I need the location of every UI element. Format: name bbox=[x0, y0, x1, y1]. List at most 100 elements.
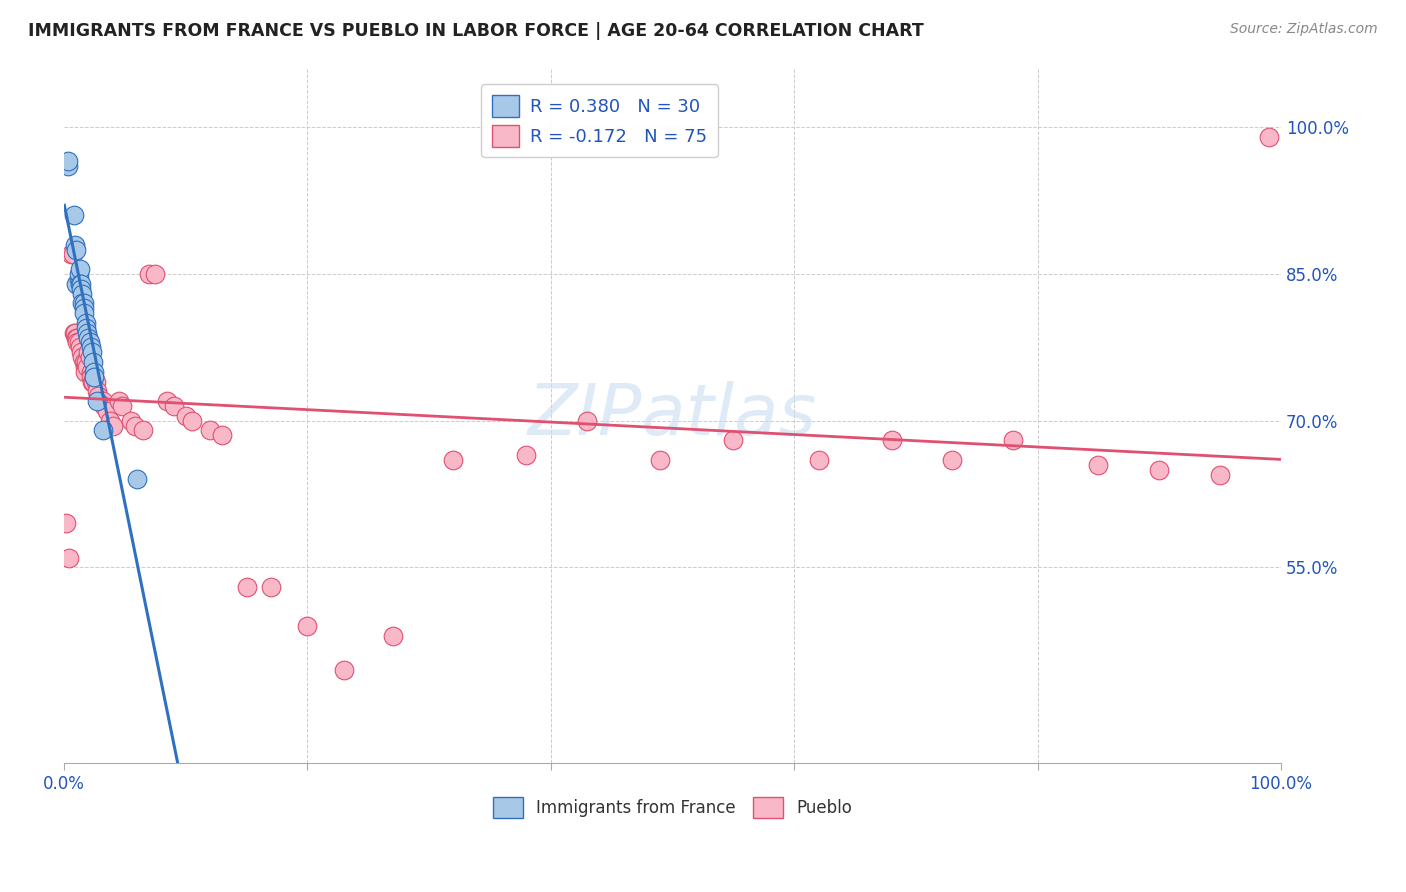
Point bbox=[66, 330, 89, 344]
Point bbox=[138, 267, 160, 281]
Point bbox=[63, 237, 86, 252]
Point bbox=[63, 326, 86, 340]
Point bbox=[58, 550, 80, 565]
Point bbox=[880, 434, 903, 448]
Point bbox=[91, 424, 114, 438]
Point bbox=[235, 580, 257, 594]
Point bbox=[56, 159, 79, 173]
Point bbox=[69, 262, 91, 277]
Point bbox=[90, 394, 112, 409]
Point bbox=[72, 306, 94, 320]
Point bbox=[65, 330, 87, 344]
Point bbox=[67, 267, 90, 281]
Point bbox=[143, 267, 166, 281]
Point bbox=[1257, 130, 1279, 145]
Point bbox=[72, 296, 94, 310]
Point bbox=[72, 350, 94, 364]
Text: ZIPatlas: ZIPatlas bbox=[529, 381, 817, 450]
Point bbox=[86, 384, 108, 399]
Point bbox=[162, 399, 184, 413]
Point bbox=[77, 330, 100, 344]
Point bbox=[443, 453, 465, 467]
Point bbox=[124, 418, 146, 433]
Point bbox=[66, 335, 89, 350]
Point bbox=[72, 296, 94, 310]
Point bbox=[75, 355, 97, 369]
Point bbox=[941, 453, 963, 467]
Point bbox=[80, 365, 103, 379]
Point bbox=[69, 277, 91, 291]
Point bbox=[1087, 458, 1109, 472]
Point bbox=[1209, 467, 1232, 482]
Point bbox=[381, 629, 404, 643]
Point bbox=[515, 448, 537, 462]
Point bbox=[174, 409, 197, 423]
Point bbox=[650, 453, 672, 467]
Point bbox=[80, 375, 103, 389]
Point bbox=[72, 286, 94, 301]
Point bbox=[180, 414, 202, 428]
Point bbox=[125, 472, 148, 486]
Point bbox=[73, 365, 96, 379]
Point bbox=[76, 326, 98, 340]
Point bbox=[111, 399, 134, 413]
Point bbox=[83, 365, 105, 379]
Point bbox=[75, 320, 97, 334]
Point bbox=[62, 326, 84, 340]
Point bbox=[69, 340, 91, 354]
Point bbox=[80, 340, 103, 354]
Point bbox=[60, 247, 83, 261]
Point bbox=[73, 359, 96, 374]
Point bbox=[70, 282, 93, 296]
Point bbox=[723, 434, 745, 448]
Point bbox=[77, 345, 100, 359]
Text: Source: ZipAtlas.com: Source: ZipAtlas.com bbox=[1230, 22, 1378, 37]
Point bbox=[260, 580, 283, 594]
Point bbox=[84, 375, 107, 389]
Point bbox=[75, 316, 97, 330]
Point bbox=[87, 389, 110, 403]
Point bbox=[132, 424, 155, 438]
Point bbox=[101, 418, 124, 433]
Point bbox=[80, 345, 103, 359]
Point bbox=[72, 301, 94, 316]
Point bbox=[211, 428, 233, 442]
Point bbox=[807, 453, 830, 467]
Point bbox=[83, 369, 105, 384]
Point bbox=[198, 424, 221, 438]
Point bbox=[1002, 434, 1025, 448]
Point bbox=[70, 277, 93, 291]
Point bbox=[83, 369, 105, 384]
Point bbox=[93, 399, 115, 413]
Point bbox=[76, 359, 98, 374]
Legend: Immigrants from France, Pueblo: Immigrants from France, Pueblo bbox=[486, 790, 859, 824]
Point bbox=[79, 350, 101, 364]
Point bbox=[56, 154, 79, 169]
Point bbox=[86, 394, 108, 409]
Point bbox=[70, 345, 93, 359]
Point bbox=[82, 375, 104, 389]
Point bbox=[55, 516, 77, 531]
Point bbox=[120, 414, 142, 428]
Point bbox=[156, 394, 179, 409]
Point bbox=[72, 355, 94, 369]
Point bbox=[96, 404, 118, 418]
Point bbox=[67, 335, 90, 350]
Point bbox=[79, 335, 101, 350]
Point bbox=[75, 355, 97, 369]
Point bbox=[67, 272, 90, 286]
Point bbox=[98, 414, 121, 428]
Text: IMMIGRANTS FROM FRANCE VS PUEBLO IN LABOR FORCE | AGE 20-64 CORRELATION CHART: IMMIGRANTS FROM FRANCE VS PUEBLO IN LABO… bbox=[28, 22, 924, 40]
Point bbox=[82, 355, 104, 369]
Point bbox=[297, 619, 319, 633]
Point bbox=[80, 369, 103, 384]
Point bbox=[65, 243, 87, 257]
Point bbox=[576, 414, 599, 428]
Point bbox=[108, 394, 131, 409]
Point bbox=[62, 208, 84, 222]
Point bbox=[65, 277, 87, 291]
Point bbox=[62, 247, 84, 261]
Point bbox=[333, 663, 356, 677]
Point bbox=[91, 394, 114, 409]
Point bbox=[1149, 462, 1171, 476]
